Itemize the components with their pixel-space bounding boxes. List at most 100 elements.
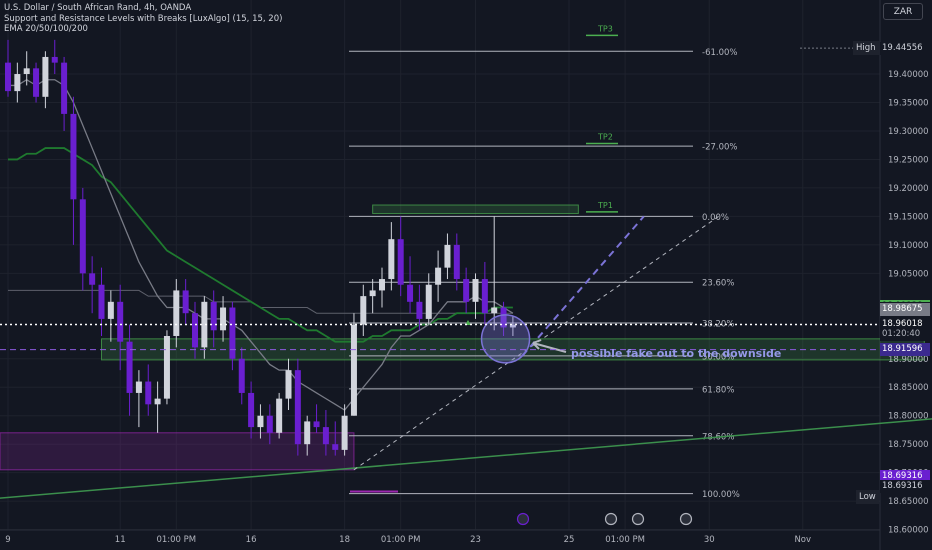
y-tick-label: 19.15000	[888, 212, 929, 222]
price-badge: 18.98675	[880, 302, 930, 316]
candle-body	[117, 301, 124, 342]
fib-level-label: 23.60%	[702, 279, 734, 289]
candle-body	[491, 307, 498, 314]
candle-body	[304, 421, 311, 445]
tp-label: TP3	[597, 24, 613, 33]
price-badge: 18.91596	[880, 343, 930, 357]
annotation-text: possible fake out to the downside	[571, 347, 782, 360]
candle-body	[332, 444, 339, 450]
candle-body	[5, 62, 11, 92]
candle-body	[481, 279, 488, 314]
legend-indicator-sr: Support and Resistance Levels with Break…	[4, 13, 283, 24]
event-icon	[516, 512, 530, 526]
candle-body	[79, 199, 86, 274]
candle-body	[248, 392, 255, 428]
fib-level-label: -27.00%	[702, 143, 737, 153]
candle-body	[453, 244, 460, 280]
candle-body	[397, 239, 404, 285]
annotation-arrow	[532, 339, 567, 353]
candle-body	[425, 284, 432, 319]
candle-body	[463, 279, 470, 302]
candle-body	[500, 307, 507, 328]
candle-body	[341, 415, 348, 450]
y-tick-label: 18.75000	[888, 440, 929, 450]
candle-body	[444, 244, 451, 268]
y-tick-label: 19.35000	[888, 99, 929, 109]
candle-body	[173, 290, 180, 336]
y-tick-label: 18.90000	[888, 355, 929, 365]
candle-body	[98, 284, 105, 319]
tp-label: TP2	[597, 133, 613, 142]
event-icon	[604, 512, 618, 526]
fib-level-label: -61.00%	[702, 48, 737, 58]
x-tick-label: 01:00 PM	[605, 535, 645, 545]
y-tick-label: 19.10000	[888, 241, 929, 251]
candle-body	[163, 335, 170, 399]
currency-button[interactable]: ZAR	[883, 3, 923, 20]
fib-level-label: 50.00%	[702, 352, 734, 362]
candle-body	[192, 313, 198, 348]
fib-level-label: 38.20%	[702, 319, 734, 329]
candle-body	[294, 370, 301, 445]
candle-body	[313, 421, 320, 428]
x-tick-label: 16	[246, 535, 257, 545]
fib-level-label: 61.80%	[702, 385, 734, 395]
candle-body	[135, 381, 142, 393]
legend-indicator-ema: EMA 20/50/100/200	[4, 24, 88, 34]
candle-body	[220, 307, 227, 331]
fib-level-label: 100.00%	[702, 490, 740, 500]
candle-body	[229, 307, 236, 359]
y-tick-label: 18.65000	[888, 497, 929, 507]
candle-body	[350, 324, 357, 416]
candle-body	[509, 324, 516, 328]
candle-body	[61, 62, 68, 114]
chart-legend: U.S. Dollar / South African Rand, 4h, OA…	[4, 3, 282, 35]
legend-symbol: U.S. Dollar / South African Rand, 4h, OA…	[4, 3, 192, 13]
highlight-circle	[480, 314, 531, 364]
candle-body	[201, 301, 208, 348]
candle-body	[42, 56, 49, 97]
candle-body	[257, 415, 264, 428]
high-value-badge: 19.44556	[880, 41, 930, 55]
event-icon	[631, 512, 645, 526]
y-tick-label: 19.20000	[888, 184, 929, 194]
y-tick-label: 18.60000	[888, 526, 929, 536]
x-tick-label: 18	[339, 535, 350, 545]
x-tick-label: 30	[704, 535, 715, 545]
y-tick-label: 18.80000	[888, 412, 929, 422]
candle-body	[472, 279, 479, 302]
trend-line	[0, 418, 932, 499]
price-badge: 01:20:40	[880, 327, 930, 341]
y-tick-label: 19.30000	[888, 127, 929, 137]
candle-body	[70, 113, 77, 200]
candle-body	[89, 273, 96, 285]
candle-body	[14, 74, 21, 92]
candle-body	[416, 301, 423, 319]
x-tick-label: 9	[5, 535, 10, 545]
candle-body	[388, 239, 395, 280]
y-tick-label: 18.85000	[888, 383, 929, 393]
tp-label: TP1	[597, 201, 613, 210]
candle-body	[126, 341, 133, 393]
zone-box-0	[0, 432, 355, 471]
x-tick-label: 01:00 PM	[381, 535, 421, 545]
candle-body	[322, 427, 329, 445]
candle-body	[369, 290, 376, 297]
candle-body	[435, 267, 442, 285]
candle-body	[360, 296, 367, 325]
projection-line-1	[521, 215, 645, 357]
candle-body	[145, 381, 152, 405]
price-badge: 18.96018	[880, 317, 930, 331]
candle-body	[238, 358, 245, 393]
candle-body	[210, 301, 217, 331]
candle-body	[23, 68, 30, 75]
candle-body	[182, 290, 189, 314]
candle-body	[407, 284, 414, 302]
x-tick-label: Nov	[794, 535, 811, 545]
candle-body	[276, 398, 283, 433]
y-tick-label: 19.05000	[888, 269, 929, 279]
event-icon	[679, 512, 693, 526]
low-label: Low	[856, 490, 879, 505]
x-tick-label: 23	[470, 535, 481, 545]
